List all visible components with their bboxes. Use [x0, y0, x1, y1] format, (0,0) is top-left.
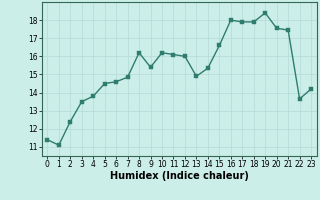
X-axis label: Humidex (Indice chaleur): Humidex (Indice chaleur)	[110, 171, 249, 181]
